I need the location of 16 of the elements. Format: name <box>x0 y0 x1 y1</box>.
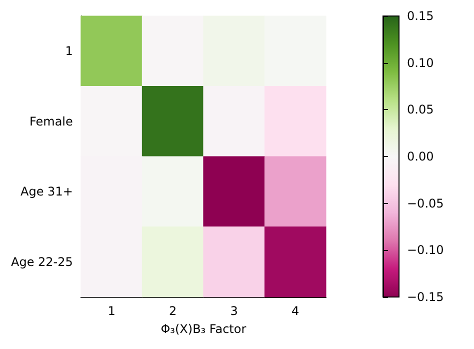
y-tick-label: Age 22-25 <box>10 254 73 269</box>
color-bar-label: 0.15 <box>407 9 434 23</box>
x-tick-label: 4 <box>292 304 300 318</box>
y-tick-label: 1 <box>65 44 73 58</box>
x-tick-label: 3 <box>230 304 238 318</box>
color-bar-label: −0.05 <box>407 196 444 210</box>
x-axis-title: Φ₃(X)B₃ Factor <box>160 322 246 336</box>
color-bar-label: 0.10 <box>407 56 434 70</box>
color-bar-label: 0.00 <box>407 150 434 164</box>
color-bar-label: 0.05 <box>407 102 434 117</box>
color-bar-label: −0.15 <box>407 290 444 304</box>
color-bar-label: −0.10 <box>407 243 444 258</box>
y-tick-label: Female <box>30 114 73 128</box>
x-tick-label: 1 <box>108 304 116 318</box>
x-tick-label: 2 <box>168 304 177 318</box>
y-tick-label: Age 31+ <box>20 184 73 199</box>
